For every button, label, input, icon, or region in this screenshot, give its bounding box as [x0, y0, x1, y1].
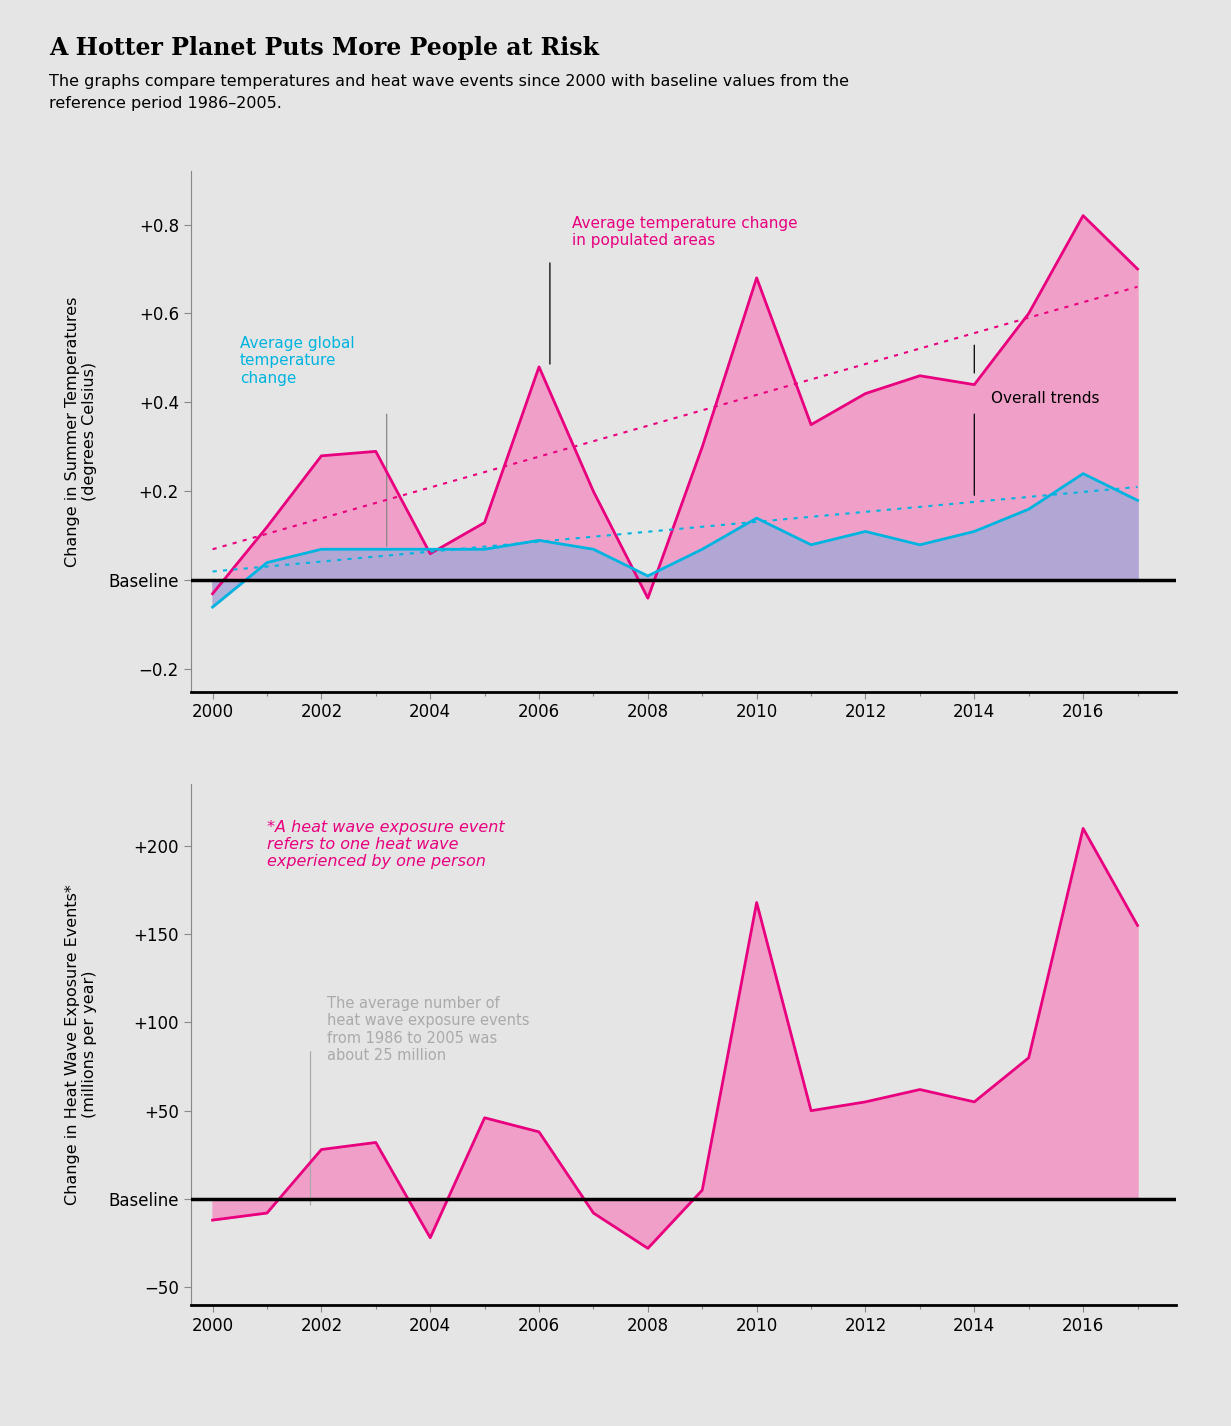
Text: Average temperature change
in populated areas: Average temperature change in populated …: [571, 215, 798, 248]
Text: A Hotter Planet Puts More People at Risk: A Hotter Planet Puts More People at Risk: [49, 36, 599, 60]
Text: Average global
temperature
change: Average global temperature change: [240, 335, 355, 385]
Text: The graphs compare temperatures and heat wave events since 2000 with baseline va: The graphs compare temperatures and heat…: [49, 74, 849, 111]
Y-axis label: Change in Summer Temperatures
(degrees Celsius): Change in Summer Temperatures (degrees C…: [65, 297, 97, 566]
Text: The average number of
heat wave exposure events
from 1986 to 2005 was
about 25 m: The average number of heat wave exposure…: [326, 995, 529, 1064]
Text: Overall trends: Overall trends: [991, 391, 1099, 405]
Y-axis label: Change in Heat Wave Exposure Events*
(millions per year): Change in Heat Wave Exposure Events* (mi…: [65, 884, 97, 1205]
Text: *A heat wave exposure event
refers to one heat wave
experienced by one person: *A heat wave exposure event refers to on…: [267, 820, 505, 870]
